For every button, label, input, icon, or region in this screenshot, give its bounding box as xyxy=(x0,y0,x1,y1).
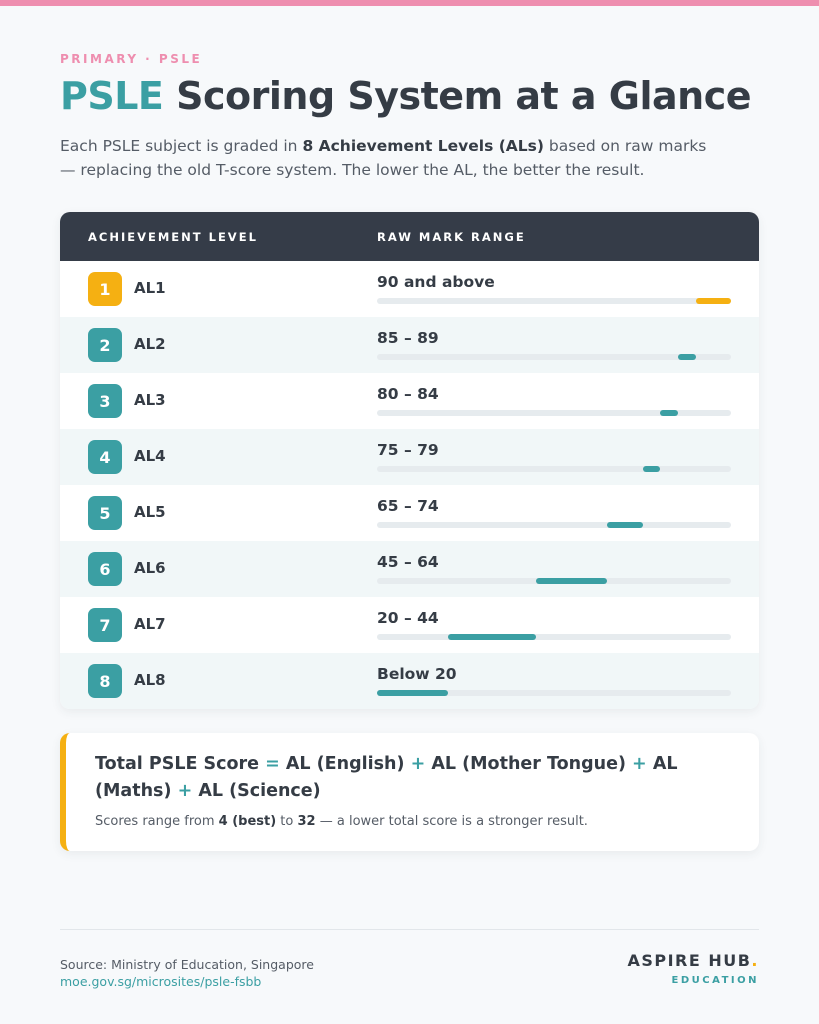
top-accent-bar xyxy=(0,0,819,6)
mark-range: 80 – 84 xyxy=(377,385,439,403)
range-bar xyxy=(678,354,696,360)
brand-dot: . xyxy=(751,951,759,970)
source-link[interactable]: moe.gov.sg/microsites/psle-fsbb xyxy=(60,974,262,989)
mark-range: 65 – 74 xyxy=(377,497,439,515)
al-number-badge: 8 xyxy=(88,664,122,698)
al-number-badge: 6 xyxy=(88,552,122,586)
range-track xyxy=(377,578,731,584)
page-title: PSLE Scoring System at a Glance xyxy=(60,74,752,118)
al-label: AL2 xyxy=(134,335,166,353)
al-label: AL4 xyxy=(134,447,166,465)
intro-text: Each PSLE subject is graded in 8 Achieve… xyxy=(60,134,720,182)
formula-mother-tongue: AL (Mother Tongue) xyxy=(431,754,626,774)
mark-range: 90 and above xyxy=(377,273,495,291)
formula-note: Scores range from 4 (best) to 32 — a low… xyxy=(95,814,745,829)
title-rest: Scoring System at a Glance xyxy=(163,74,752,118)
eyebrow-label: PRIMARY · PSLE xyxy=(60,52,203,66)
al-label: AL3 xyxy=(134,391,166,409)
al-label: AL1 xyxy=(134,279,166,297)
table-row: 1 AL1 90 and above xyxy=(60,261,759,317)
mark-range: 75 – 79 xyxy=(377,441,439,459)
range-bar xyxy=(607,522,643,528)
mark-range: Below 20 xyxy=(377,665,457,683)
range-track xyxy=(377,466,731,472)
range-bar xyxy=(377,690,448,696)
table-row: 8 AL8 Below 20 xyxy=(60,653,759,709)
mark-range: 20 – 44 xyxy=(377,609,439,627)
title-accent: PSLE xyxy=(60,74,164,118)
range-bar xyxy=(660,410,678,416)
al-label: AL7 xyxy=(134,615,166,633)
intro-pre: Each PSLE subject is graded in xyxy=(60,137,303,155)
formula-plus: + xyxy=(632,754,647,774)
al-number-badge: 1 xyxy=(88,272,122,306)
table-row: 7 AL7 20 – 44 xyxy=(60,597,759,653)
range-bar xyxy=(536,578,607,584)
note-mid: to xyxy=(276,814,298,829)
al-number-badge: 3 xyxy=(88,384,122,418)
range-track xyxy=(377,522,731,528)
formula-equals: = xyxy=(265,754,280,774)
brand-logo: ASPIRE HUB. xyxy=(627,951,759,970)
footer-divider xyxy=(60,929,759,930)
al-label: AL8 xyxy=(134,671,166,689)
table-row: 6 AL6 45 – 64 xyxy=(60,541,759,597)
intro-post: based on raw marks — replacing the old T… xyxy=(60,137,707,179)
table-header: ACHIEVEMENT LEVEL RAW MARK RANGE xyxy=(60,212,759,261)
range-track xyxy=(377,298,731,304)
table-body: 1 AL1 90 and above 2 AL2 85 – 89 3 AL3 80 – 84 4 A… xyxy=(60,261,759,709)
al-number-badge: 7 xyxy=(88,608,122,642)
range-bar xyxy=(448,634,536,640)
al-table: ACHIEVEMENT LEVEL RAW MARK RANGE 1 AL1 90 … xyxy=(60,212,759,709)
range-bar xyxy=(643,466,660,472)
intro-bold: 8 Achievement Levels (ALs) xyxy=(302,137,544,155)
mark-range: 45 – 64 xyxy=(377,553,439,571)
al-number-badge: 2 xyxy=(88,328,122,362)
formula-english: AL (English) xyxy=(285,754,405,774)
al-label: AL6 xyxy=(134,559,166,577)
mark-range: 85 – 89 xyxy=(377,329,439,347)
formula-card: Total PSLE Score = AL (English) + AL (Mo… xyxy=(60,733,759,851)
al-number-badge: 4 xyxy=(88,440,122,474)
table-row: 5 AL5 65 – 74 xyxy=(60,485,759,541)
column-header-range: RAW MARK RANGE xyxy=(377,230,526,244)
note-worst: 32 xyxy=(297,814,316,829)
al-number-badge: 5 xyxy=(88,496,122,530)
table-row: 4 AL4 75 – 79 xyxy=(60,429,759,485)
column-header-level: ACHIEVEMENT LEVEL xyxy=(88,230,258,244)
al-label: AL5 xyxy=(134,503,166,521)
formula-total: Total PSLE Score xyxy=(95,754,260,774)
brand-subtitle: EDUCATION xyxy=(671,975,759,986)
formula-text: Total PSLE Score = AL (English) + AL (Mo… xyxy=(95,751,745,805)
brand-name: ASPIRE HUB xyxy=(627,951,752,970)
table-row: 3 AL3 80 – 84 xyxy=(60,373,759,429)
note-pre: Scores range from xyxy=(95,814,219,829)
formula-maths: AL (Maths) xyxy=(95,754,678,801)
range-track xyxy=(377,410,731,416)
range-track xyxy=(377,634,731,640)
formula-science: AL (Science) xyxy=(198,781,321,801)
source-text: Source: Ministry of Education, Singapore xyxy=(60,957,314,972)
formula-plus: + xyxy=(177,781,193,801)
range-bar xyxy=(696,298,731,304)
note-best: 4 (best) xyxy=(218,814,277,829)
note-post: — a lower total score is a stronger resu… xyxy=(315,814,588,829)
range-track xyxy=(377,354,731,360)
formula-plus: + xyxy=(410,754,426,774)
table-row: 2 AL2 85 – 89 xyxy=(60,317,759,373)
range-track xyxy=(377,690,731,696)
